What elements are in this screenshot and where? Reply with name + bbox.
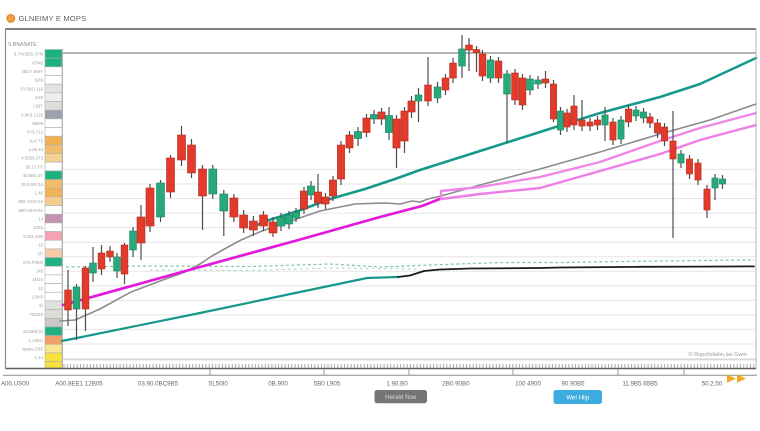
svg-text:11.9B5.65B5: 11.9B5.65B5 [622,381,658,388]
svg-text:10: 10 [38,286,43,291]
svg-text:4.65.43: 4.65.43 [29,147,44,152]
svg-text:Q46: Q46 [35,78,44,83]
svg-text:50.2.50: 50.2.50 [702,381,723,388]
svg-text:© Ropolisliabn,las Gwm: © Ropolisliabn,las Gwm [689,351,748,358]
svg-text:6Y.0BO 116: 6Y.0BO 116 [20,86,43,91]
svg-text:4.5599.0T3: 4.5599.0T3 [21,156,43,161]
svg-text:4M10: 4M10 [32,277,43,282]
svg-text:4B1Y..B9IY: 4B1Y..B9IY [21,69,43,74]
svg-text:1.46: 1.46 [35,190,44,195]
svg-text:5B0 L905: 5B0 L905 [314,381,341,388]
svg-text:Herald Noe: Herald Noe [385,394,417,401]
svg-text:9.7AC5E0.3YN: 9.7AC5E0.3YN [14,52,43,57]
svg-text:S.BNASATE: S.BNASATE [8,42,37,48]
svg-text:1.A0ES: 1.A0ES [28,338,43,343]
svg-text:C9H3: C9H3 [32,295,44,300]
svg-text:6M69: 6M69 [32,121,43,126]
svg-text:0Y5.F0BG: 0Y5.F0BG [23,260,44,265]
svg-text:0Y9.713: 0Y9.713 [27,130,44,135]
svg-text:87M6: 87M6 [32,60,43,65]
svg-text:SL50I0: SL50I0 [208,381,228,388]
svg-text:1.90.B0: 1.90.B0 [386,381,408,388]
svg-text:14E5: 14E5 [33,225,44,230]
svg-text:G46: G46 [35,95,44,100]
svg-text:A00.US00: A00.US00 [1,381,30,388]
svg-text:A00.8EE1 12B05: A00.8EE1 12B05 [55,381,103,388]
svg-text:(4): (4) [38,251,44,256]
svg-text:14: 14 [38,216,43,221]
svg-text:1BR.00AY0S: 1BR.00AY0S [18,208,43,213]
svg-text:4B6.AG4Y16: 4B6.AG4Y16 [18,199,44,204]
svg-text:03.90.0BC9B5: 03.90.0BC9B5 [138,381,179,388]
svg-text:L99T: L99T [33,104,43,109]
svg-text:145: 145 [36,268,44,273]
svg-text:Y0GE5: Y0GE5 [29,312,43,317]
svg-text:spass.GB5: spass.GB5 [22,347,44,352]
svg-text:GLNEIMY E MOPS: GLNEIMY E MOPS [19,14,87,23]
svg-text:1.14: 1.14 [35,355,44,360]
svg-text:24.BB5(S): 24.BB5(S) [23,329,43,334]
svg-text:4.9K0.1226: 4.9K0.1226 [21,112,44,117]
svg-text:Wel Hlip: Wel Hlip [566,394,589,401]
svg-text:90.90B5: 90.90B5 [561,381,585,388]
svg-text:9): 9) [39,303,43,308]
svg-text:25-0.09Y16: 25-0.09Y16 [21,182,44,187]
svg-text:40.5B0.4Y: 40.5B0.4Y [23,173,43,178]
svg-text:50.17.FS: 50.17.FS [26,164,44,169]
svg-text:10: 10 [38,242,43,247]
svg-text:0B.900: 0B.900 [268,381,288,388]
svg-text:100 4900: 100 4900 [515,381,541,388]
svg-text:1U4.T5: 1U4.T5 [29,138,44,143]
svg-text:4.002.1M6: 4.002.1M6 [23,234,44,239]
svg-text:2B0 90B0: 2B0 90B0 [442,381,470,388]
